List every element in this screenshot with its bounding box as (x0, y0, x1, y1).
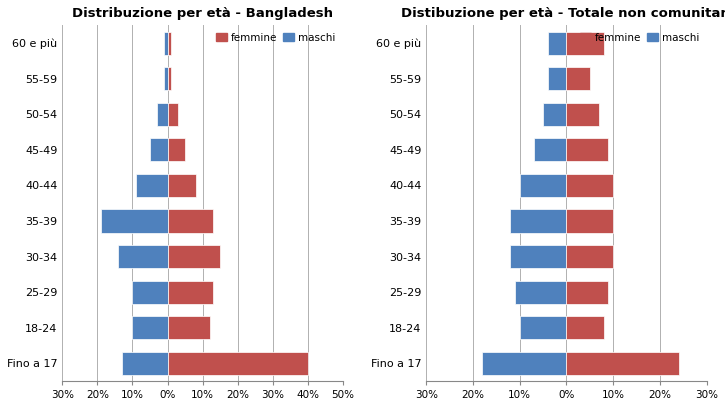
Bar (167, 245, 220, 268)
Bar (167, 174, 196, 197)
Title: Distibuzione per età - Totale non comunitari: Distibuzione per età - Totale non comuni… (401, 7, 725, 20)
Bar (101, 209, 167, 232)
Bar (566, 352, 679, 375)
Bar (167, 352, 307, 375)
Bar (543, 103, 566, 126)
Bar (164, 31, 167, 55)
Bar (167, 209, 213, 232)
Bar (566, 31, 604, 55)
Legend: femmine, maschi: femmine, maschi (578, 31, 701, 45)
Bar (157, 103, 167, 126)
Bar (118, 245, 167, 268)
Bar (548, 67, 566, 90)
Bar (167, 280, 213, 304)
Bar (167, 67, 171, 90)
Title: Distribuzione per età - Bangladesh: Distribuzione per età - Bangladesh (72, 7, 333, 20)
Bar (566, 138, 608, 161)
Bar (566, 245, 613, 268)
Bar (150, 138, 167, 161)
Bar (566, 174, 613, 197)
Bar (482, 352, 566, 375)
Bar (566, 209, 613, 232)
Bar (534, 138, 566, 161)
Bar (167, 316, 210, 339)
Bar (566, 316, 604, 339)
Bar (164, 67, 167, 90)
Bar (566, 67, 590, 90)
Bar (548, 31, 566, 55)
Bar (133, 316, 167, 339)
Bar (520, 316, 566, 339)
Legend: femmine, maschi: femmine, maschi (214, 31, 337, 45)
Bar (510, 209, 566, 232)
Bar (136, 174, 167, 197)
Bar (167, 103, 178, 126)
Bar (566, 103, 599, 126)
Bar (510, 245, 566, 268)
Bar (515, 280, 566, 304)
Bar (167, 138, 185, 161)
Bar (520, 174, 566, 197)
Bar (566, 280, 608, 304)
Bar (122, 352, 167, 375)
Bar (133, 280, 167, 304)
Bar (167, 31, 171, 55)
